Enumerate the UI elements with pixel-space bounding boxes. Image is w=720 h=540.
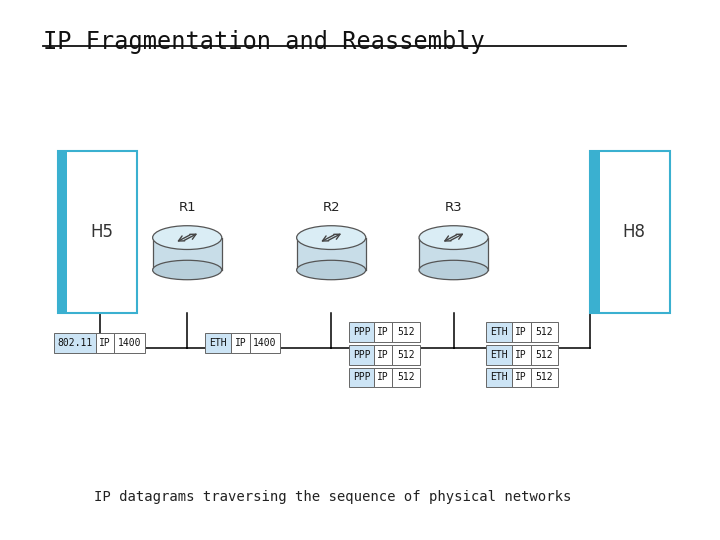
FancyBboxPatch shape bbox=[231, 333, 250, 353]
FancyBboxPatch shape bbox=[374, 322, 392, 342]
Text: IP datagrams traversing the sequence of physical networks: IP datagrams traversing the sequence of … bbox=[94, 490, 571, 504]
Text: R3: R3 bbox=[445, 201, 462, 214]
Ellipse shape bbox=[153, 226, 222, 249]
FancyBboxPatch shape bbox=[392, 345, 420, 364]
FancyBboxPatch shape bbox=[486, 368, 512, 387]
FancyBboxPatch shape bbox=[205, 333, 231, 353]
FancyBboxPatch shape bbox=[512, 322, 531, 342]
FancyBboxPatch shape bbox=[531, 368, 558, 387]
Text: IP: IP bbox=[516, 350, 527, 360]
Text: ETH: ETH bbox=[490, 373, 508, 382]
Ellipse shape bbox=[153, 260, 222, 280]
Text: ETH: ETH bbox=[210, 338, 227, 348]
Text: H8: H8 bbox=[623, 223, 646, 241]
Text: PPP: PPP bbox=[353, 350, 370, 360]
Text: IP: IP bbox=[235, 338, 246, 348]
Text: PPP: PPP bbox=[353, 327, 370, 337]
FancyBboxPatch shape bbox=[58, 151, 137, 313]
FancyBboxPatch shape bbox=[58, 151, 67, 313]
Text: H5: H5 bbox=[90, 223, 113, 241]
FancyBboxPatch shape bbox=[531, 345, 558, 364]
FancyBboxPatch shape bbox=[54, 333, 96, 353]
FancyBboxPatch shape bbox=[531, 322, 558, 342]
Text: 512: 512 bbox=[536, 327, 553, 337]
Text: ETH: ETH bbox=[490, 327, 508, 337]
Ellipse shape bbox=[297, 260, 366, 280]
FancyBboxPatch shape bbox=[349, 322, 374, 342]
Text: R1: R1 bbox=[179, 201, 196, 214]
Text: 512: 512 bbox=[397, 373, 415, 382]
Ellipse shape bbox=[419, 226, 488, 249]
Text: PPP: PPP bbox=[353, 373, 370, 382]
Text: 512: 512 bbox=[397, 350, 415, 360]
FancyBboxPatch shape bbox=[250, 333, 280, 353]
Polygon shape bbox=[419, 238, 488, 270]
FancyBboxPatch shape bbox=[486, 322, 512, 342]
FancyBboxPatch shape bbox=[114, 333, 145, 353]
Text: 512: 512 bbox=[536, 350, 553, 360]
FancyBboxPatch shape bbox=[374, 368, 392, 387]
Text: R2: R2 bbox=[323, 201, 340, 214]
Text: 1400: 1400 bbox=[118, 338, 141, 348]
Polygon shape bbox=[153, 238, 222, 270]
Text: IP: IP bbox=[516, 327, 527, 337]
Ellipse shape bbox=[419, 260, 488, 280]
FancyBboxPatch shape bbox=[96, 333, 114, 353]
FancyBboxPatch shape bbox=[374, 345, 392, 364]
FancyBboxPatch shape bbox=[486, 345, 512, 364]
FancyBboxPatch shape bbox=[349, 368, 374, 387]
FancyBboxPatch shape bbox=[349, 345, 374, 364]
Text: 512: 512 bbox=[397, 327, 415, 337]
Text: ETH: ETH bbox=[490, 350, 508, 360]
Text: IP Fragmentation and Reassembly: IP Fragmentation and Reassembly bbox=[43, 30, 485, 53]
FancyBboxPatch shape bbox=[392, 322, 420, 342]
Ellipse shape bbox=[297, 226, 366, 249]
Text: IP: IP bbox=[377, 327, 389, 337]
FancyBboxPatch shape bbox=[512, 368, 531, 387]
FancyBboxPatch shape bbox=[590, 151, 670, 313]
Text: IP: IP bbox=[99, 338, 111, 348]
FancyBboxPatch shape bbox=[590, 151, 600, 313]
Text: 512: 512 bbox=[536, 373, 553, 382]
Text: IP: IP bbox=[377, 350, 389, 360]
Text: 802.11: 802.11 bbox=[58, 338, 92, 348]
Polygon shape bbox=[297, 238, 366, 270]
Text: IP: IP bbox=[377, 373, 389, 382]
FancyBboxPatch shape bbox=[512, 345, 531, 364]
Text: IP: IP bbox=[516, 373, 527, 382]
FancyBboxPatch shape bbox=[392, 368, 420, 387]
Text: 1400: 1400 bbox=[253, 338, 276, 348]
